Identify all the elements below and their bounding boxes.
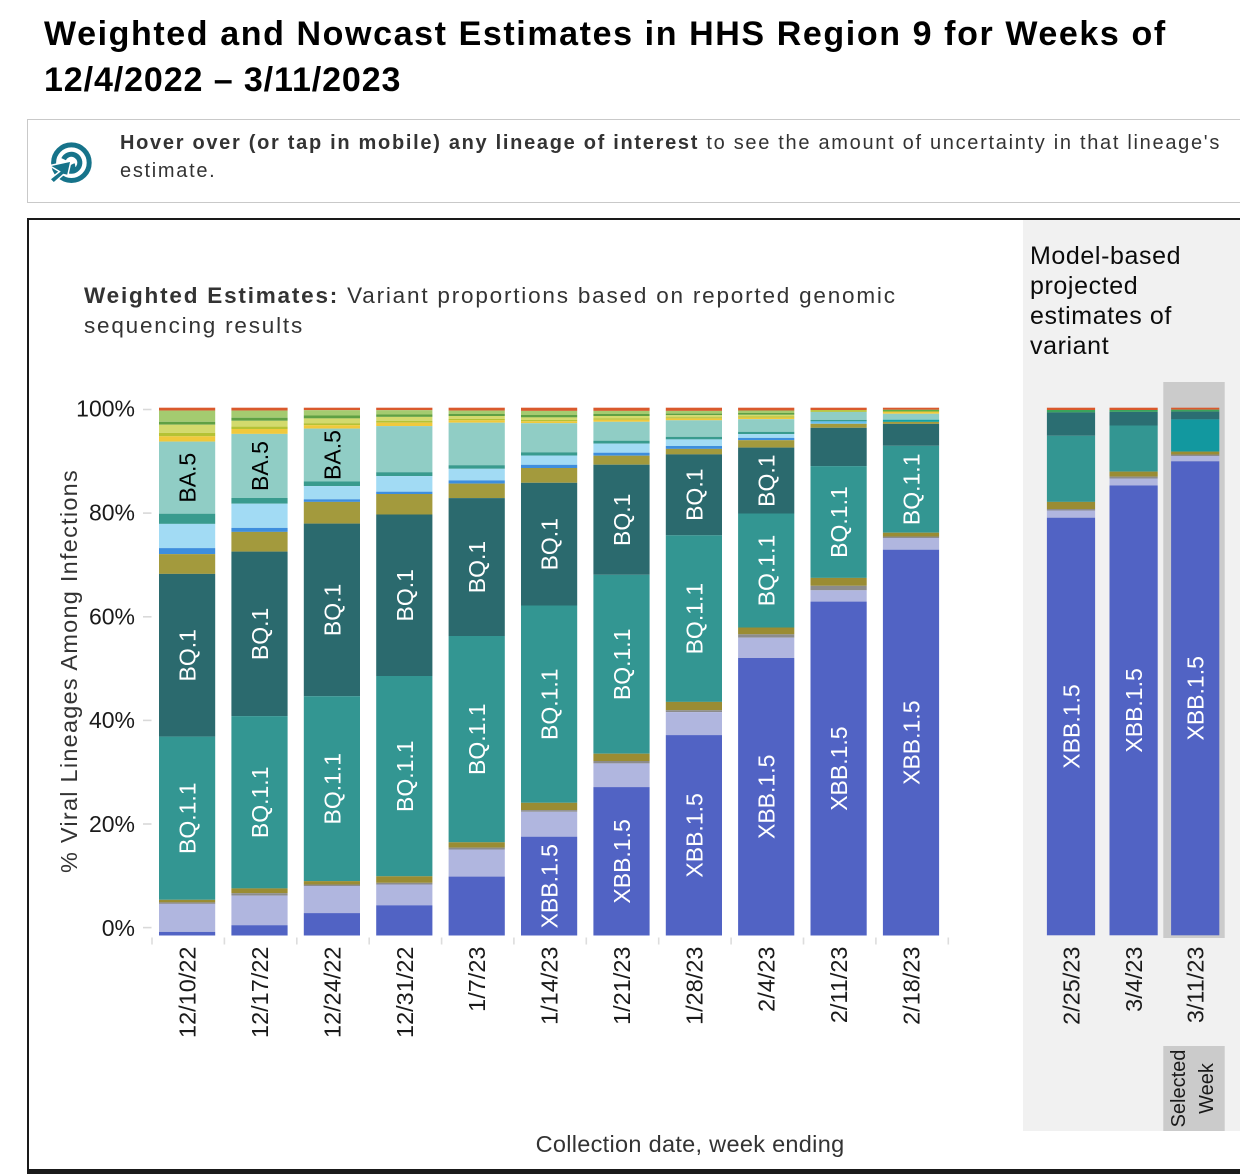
svg-text:1/28/23: 1/28/23 (681, 947, 707, 1025)
svg-text:2/25/23: 2/25/23 (1059, 947, 1085, 1025)
svg-text:80%: 80% (89, 500, 135, 526)
svg-text:12/31/22: 12/31/22 (392, 947, 418, 1038)
svg-text:Collection date, week ending: Collection date, week ending (536, 1131, 845, 1157)
svg-text:BQ.1: BQ.1 (537, 518, 563, 570)
svg-text:BQ.1.1: BQ.1.1 (392, 740, 418, 812)
svg-text:100%: 100% (76, 396, 135, 422)
svg-text:0%: 0% (102, 915, 135, 941)
svg-text:XBB.1.5: XBB.1.5 (754, 755, 780, 839)
svg-text:BQ.1.1: BQ.1.1 (537, 668, 563, 740)
svg-text:1/7/23: 1/7/23 (464, 947, 490, 1012)
svg-text:12/24/22: 12/24/22 (319, 947, 345, 1038)
svg-text:BQ.1.1: BQ.1.1 (247, 766, 273, 838)
svg-text:% Viral Lineages Among Infecti: % Viral Lineages Among Infections (56, 469, 82, 873)
svg-text:20%: 20% (89, 811, 135, 837)
svg-text:1/21/23: 1/21/23 (609, 947, 635, 1025)
svg-text:60%: 60% (89, 603, 135, 629)
svg-text:2/4/23: 2/4/23 (754, 947, 780, 1012)
svg-text:XBB.1.5: XBB.1.5 (537, 844, 563, 928)
svg-text:BQ.1: BQ.1 (681, 468, 707, 520)
svg-text:2/18/23: 2/18/23 (899, 947, 925, 1025)
svg-text:3/4/23: 3/4/23 (1121, 947, 1147, 1012)
svg-text:Week: Week (1196, 1062, 1218, 1114)
svg-text:BQ.1.1: BQ.1.1 (681, 583, 707, 655)
svg-text:BQ.1: BQ.1 (464, 541, 490, 593)
svg-text:XBB.1.5: XBB.1.5 (826, 726, 852, 810)
svg-text:BQ.1: BQ.1 (392, 569, 418, 621)
svg-text:40%: 40% (89, 707, 135, 733)
svg-text:BQ.1: BQ.1 (247, 608, 273, 660)
svg-text:BQ.1: BQ.1 (754, 454, 780, 506)
svg-text:12/17/22: 12/17/22 (247, 947, 273, 1038)
svg-text:1/14/23: 1/14/23 (537, 947, 563, 1025)
svg-text:XBB.1.5: XBB.1.5 (1121, 668, 1147, 752)
svg-text:XBB.1.5: XBB.1.5 (681, 793, 707, 877)
svg-text:12/10/22: 12/10/22 (175, 947, 201, 1038)
svg-text:BQ.1.1: BQ.1.1 (899, 453, 925, 525)
svg-text:BQ.1.1: BQ.1.1 (319, 753, 345, 825)
svg-text:XBB.1.5: XBB.1.5 (899, 701, 925, 785)
svg-text:XBB.1.5: XBB.1.5 (609, 819, 635, 903)
svg-text:2/11/23: 2/11/23 (826, 947, 852, 1024)
svg-text:3/11/23: 3/11/23 (1183, 947, 1209, 1024)
svg-text:BA.5: BA.5 (247, 441, 273, 491)
svg-text:BA.5: BA.5 (319, 430, 345, 480)
svg-text:BQ.1.1: BQ.1.1 (464, 703, 490, 775)
svg-text:BQ.1: BQ.1 (175, 629, 201, 681)
svg-text:BQ.1: BQ.1 (609, 494, 635, 546)
svg-text:BQ.1.1: BQ.1.1 (609, 628, 635, 700)
svg-text:BQ.1.1: BQ.1.1 (826, 486, 852, 558)
svg-text:BQ.1.1: BQ.1.1 (175, 782, 201, 854)
svg-text:BQ.1.1: BQ.1.1 (754, 535, 780, 607)
svg-text:BQ.1: BQ.1 (319, 584, 345, 636)
svg-text:BA.5: BA.5 (175, 453, 201, 503)
svg-text:XBB.1.5: XBB.1.5 (1059, 684, 1085, 768)
svg-text:Selected: Selected (1168, 1050, 1190, 1128)
svg-text:XBB.1.5: XBB.1.5 (1183, 656, 1209, 740)
